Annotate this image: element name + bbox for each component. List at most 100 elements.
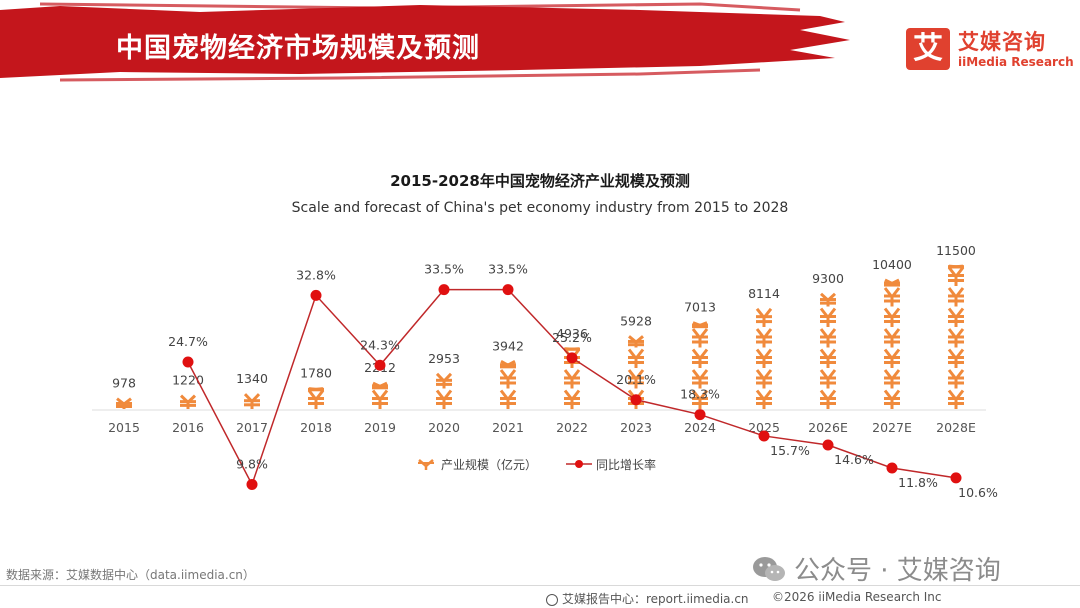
- growth-label: 18.3%: [680, 387, 720, 402]
- header-banner: [0, 2, 850, 82]
- yuan-symbol: [563, 369, 581, 389]
- yuan-symbol: [947, 328, 965, 348]
- growth-label: 10.6%: [958, 485, 998, 500]
- bar-value-label: 2953: [428, 351, 460, 366]
- yuan-symbol: [691, 348, 709, 368]
- yuan-symbol: [819, 328, 837, 348]
- yuan-symbol: [564, 347, 580, 351]
- yuan-symbol: [883, 287, 901, 307]
- yuan-symbol: [755, 348, 773, 368]
- growth-label: 32.8%: [296, 267, 336, 282]
- legend-item-growth: 同比增长率: [566, 456, 656, 473]
- yuan-symbol: [819, 369, 837, 389]
- yuan-symbol: [627, 369, 645, 389]
- yuan-symbol: [884, 278, 900, 287]
- x-tick-label: 2023: [620, 420, 652, 435]
- growth-point: [694, 409, 706, 421]
- x-tick-label: 2018: [300, 420, 332, 435]
- growth-label: 24.3%: [360, 337, 400, 352]
- yuan-symbol: [372, 381, 388, 390]
- growth-label: 15.7%: [770, 443, 810, 458]
- chart-subtitle: Scale and forecast of China's pet econom…: [291, 200, 789, 216]
- x-tick-label: 2026E: [808, 420, 848, 435]
- yuan-symbol: [947, 266, 965, 286]
- yuan-symbol: [819, 292, 837, 307]
- x-tick-label: 2027E: [872, 420, 912, 435]
- x-tick-label: 2025: [748, 420, 780, 435]
- growth-label: 25.2%: [552, 330, 592, 345]
- yuan-symbol: [179, 394, 197, 409]
- yuan-symbol: [628, 335, 644, 348]
- growth-label: 9.8%: [236, 456, 268, 471]
- chart-title: 2015-2028年中国宠物经济产业规模及预测: [390, 172, 690, 190]
- yuan-symbol: [692, 321, 708, 329]
- bar-value-label: 978: [112, 376, 136, 391]
- yuan-symbol: [691, 328, 709, 348]
- bar-value-label: 1340: [236, 371, 268, 386]
- x-tick-label: 2022: [556, 420, 588, 435]
- legend-yuan-icon: [418, 459, 434, 470]
- yuan-symbol: [500, 360, 516, 369]
- legend-label-growth: 同比增长率: [596, 458, 657, 472]
- growth-label: 11.8%: [898, 475, 938, 490]
- yuan-symbol: [499, 389, 517, 409]
- yuan-symbol: [116, 397, 132, 409]
- yuan-symbol: [819, 348, 837, 368]
- growth-point: [502, 284, 514, 296]
- page-title: 中国宠物经济市场规模及预测: [116, 33, 480, 64]
- bar-value-label: 4936: [556, 326, 588, 341]
- growth-point: [182, 356, 194, 368]
- growth-point: [438, 284, 450, 296]
- yuan-symbol: [947, 369, 965, 389]
- yuan-symbol: [883, 369, 901, 389]
- yuan-symbol: [691, 389, 709, 409]
- logo-name-en: iiMedia Research: [958, 55, 1074, 69]
- yuan-symbol: [947, 287, 965, 307]
- growth-point: [758, 430, 770, 442]
- yuan-symbol: [755, 389, 773, 409]
- yuan-symbol: [307, 389, 325, 409]
- yuan-symbol: [499, 369, 517, 389]
- yuan-symbol: [755, 307, 773, 327]
- yuan-symbol: [371, 389, 389, 409]
- yuan-symbol: [883, 389, 901, 409]
- bar-value-label: 9300: [812, 271, 844, 286]
- yuan-symbol: [883, 348, 901, 368]
- x-tick-label: 2019: [364, 420, 396, 435]
- yuan-symbol: [627, 348, 645, 368]
- x-tick-label: 2017: [236, 420, 268, 435]
- yuan-symbol: [883, 307, 901, 327]
- growth-point: [630, 394, 642, 406]
- legend-line-marker-icon: [566, 460, 592, 468]
- wechat-icon: [753, 557, 785, 581]
- data-source: 数据来源：艾媒数据中心（data.iimedia.cn）: [6, 568, 255, 582]
- bar-value-label: 5928: [620, 313, 652, 328]
- yuan-symbol: [947, 307, 965, 327]
- growth-label: 24.7%: [168, 334, 208, 349]
- yuan-symbol: [819, 307, 837, 327]
- yuan-symbol: [435, 389, 453, 409]
- footer-report: 艾媒报告中心：report.iimedia.cn: [546, 590, 749, 607]
- x-tick-label: 2016: [172, 420, 204, 435]
- yuan-symbol: [947, 348, 965, 368]
- growth-label: 14.6%: [834, 452, 874, 467]
- yuan-symbol: [308, 387, 324, 392]
- yuan-symbol: [691, 369, 709, 389]
- growth-point: [566, 352, 578, 364]
- x-tick-label: 2024: [684, 420, 716, 435]
- footer-report-text: 艾媒报告中心：report.iimedia.cn: [562, 592, 749, 606]
- growth-point: [246, 478, 258, 490]
- yuan-symbol: [948, 264, 964, 269]
- logo: 艾 艾媒咨询 iiMedia Research: [906, 24, 1074, 74]
- yuan-symbol: [435, 372, 453, 389]
- growth-label: 33.5%: [488, 262, 528, 277]
- growth-label: 33.5%: [424, 262, 464, 277]
- yuan-symbol: [883, 328, 901, 348]
- bar-value-label: 1220: [172, 373, 204, 388]
- logo-name-cn: 艾媒咨询: [958, 30, 1046, 54]
- bar-value-label: 7013: [684, 300, 716, 315]
- bar-value-label: 1780: [300, 366, 332, 381]
- x-tick-label: 2015: [108, 420, 140, 435]
- yuan-symbol: [947, 389, 965, 409]
